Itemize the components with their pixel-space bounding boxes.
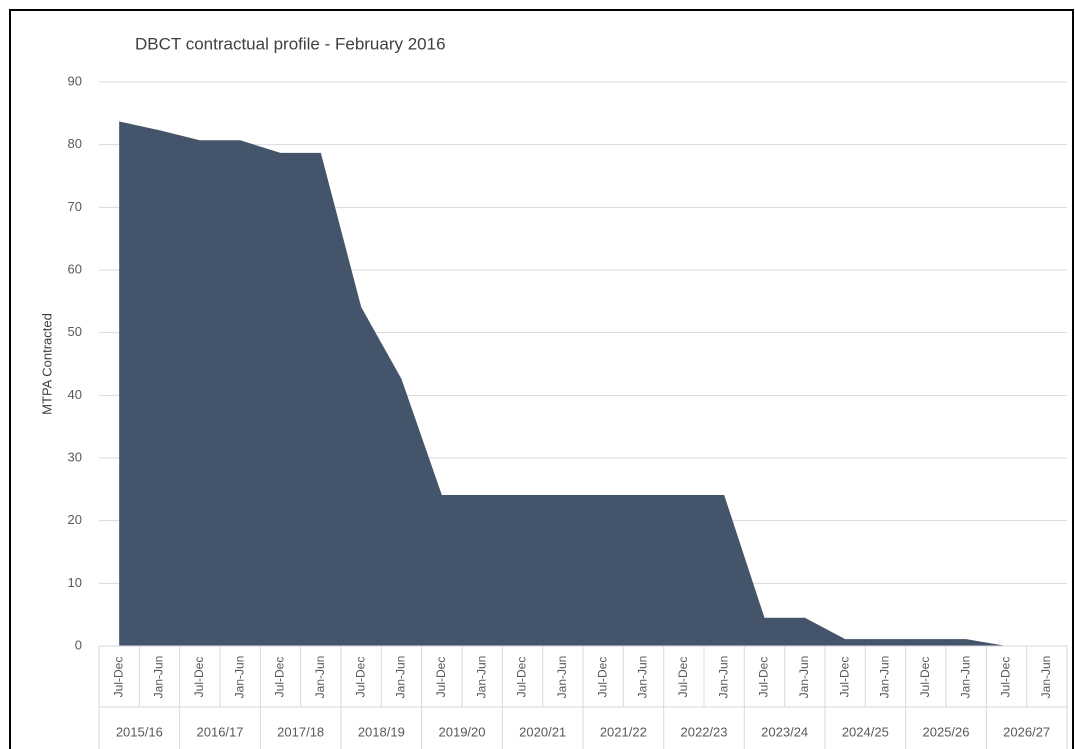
x-tick-label: Jul-Dec	[999, 657, 1013, 698]
y-tick-label: 60	[68, 261, 82, 276]
y-tick-label: 50	[68, 324, 82, 339]
x-group-label: 2021/22	[600, 724, 647, 739]
x-group-label: 2015/16	[116, 724, 163, 739]
x-group-label: 2017/18	[277, 724, 324, 739]
x-tick-label: Jul-Dec	[434, 657, 448, 698]
y-tick-label: 10	[68, 575, 82, 590]
frame	[9, 9, 1074, 749]
x-tick-label: Jan-Jun	[1039, 656, 1053, 699]
x-group-label: 2025/26	[923, 724, 970, 739]
y-tick-label: 30	[68, 449, 82, 464]
x-tick-label: Jan-Jun	[394, 656, 408, 699]
chart-title: DBCT contractual profile - February 2016	[135, 34, 446, 53]
x-tick-label: Jul-Dec	[757, 657, 771, 698]
y-axis-title: MTPA Contracted	[39, 313, 54, 415]
x-tick-label: Jan-Jun	[313, 656, 327, 699]
x-tick-label: Jan-Jun	[716, 656, 730, 699]
x-tick-label: Jan-Jun	[878, 656, 892, 699]
x-group-label: 2020/21	[519, 724, 566, 739]
x-tick-label: Jan-Jun	[958, 656, 972, 699]
y-tick-label: 90	[68, 73, 82, 88]
y-tick-label: 40	[68, 387, 82, 402]
x-tick-label: Jul-Dec	[918, 657, 932, 698]
x-tick-label: Jul-Dec	[837, 657, 851, 698]
x-group-label: 2018/19	[358, 724, 405, 739]
x-group-label: 2023/24	[761, 724, 808, 739]
y-tick-label: 0	[75, 637, 82, 652]
x-tick-label: Jan-Jun	[232, 656, 246, 699]
x-group-label: 2019/20	[439, 724, 486, 739]
area	[119, 121, 1007, 647]
y-tick-label: 70	[68, 199, 82, 214]
x-tick-label: Jul-Dec	[676, 657, 690, 698]
x-tick-label: Jan-Jun	[474, 656, 488, 699]
y-tick-label: 80	[68, 136, 82, 151]
x-tick-label: Jul-Dec	[515, 657, 529, 698]
x-group-label: 2022/23	[681, 724, 728, 739]
x-tick-label: Jan-Jun	[555, 656, 569, 699]
y-tick-label: 20	[68, 512, 82, 527]
x-group-label: 2016/17	[197, 724, 244, 739]
x-tick-label: Jul-Dec	[353, 657, 367, 698]
x-group-label: 2026/27	[1003, 724, 1050, 739]
x-tick-label: Jul-Dec	[111, 657, 125, 698]
x-tick-label: Jan-Jun	[152, 656, 166, 699]
x-tick-label: Jul-Dec	[595, 657, 609, 698]
x-group-label: 2024/25	[842, 724, 889, 739]
x-tick-label: Jul-Dec	[192, 657, 206, 698]
x-tick-label: Jul-Dec	[273, 657, 287, 698]
x-tick-label: Jan-Jun	[797, 656, 811, 699]
x-tick-label: Jan-Jun	[636, 656, 650, 699]
